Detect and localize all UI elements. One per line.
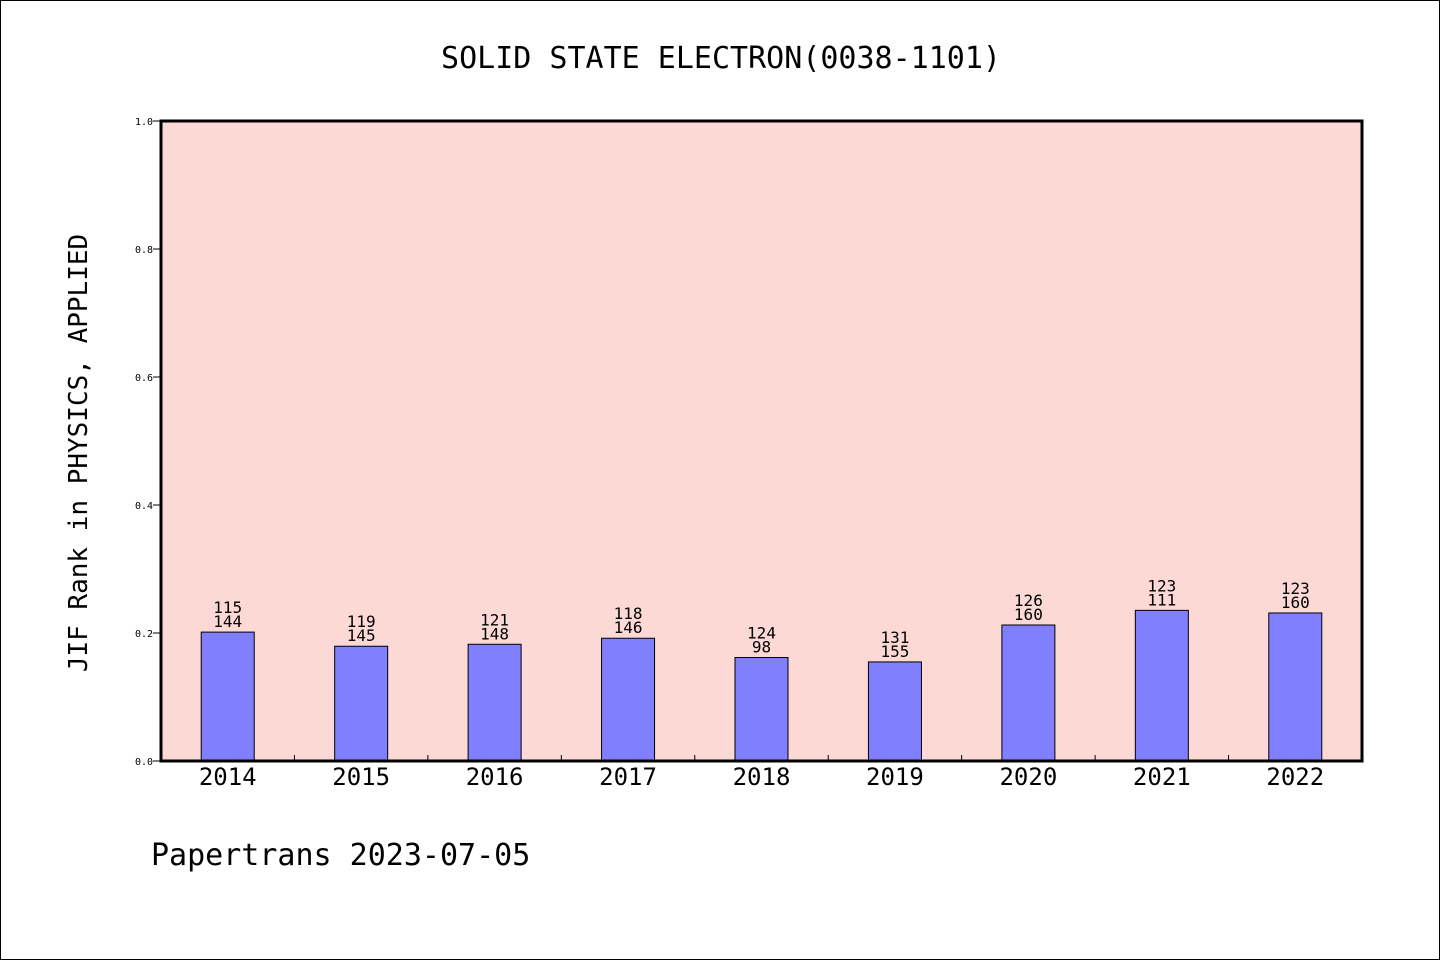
plot-border <box>159 119 1364 763</box>
y-axis-ticks: 0.0 0.2 0.4 0.6 0.8 1.0 <box>135 117 161 768</box>
bar-2020 <box>1001 624 1056 762</box>
x-tick-label: 2021 <box>1133 763 1191 791</box>
bar-label-total: 160 <box>1281 593 1310 612</box>
x-tick-label: 2019 <box>866 763 924 791</box>
bar-label-rank: 118 <box>614 604 643 623</box>
bar-label-total: 160 <box>1014 605 1043 624</box>
bar-label-total: 155 <box>880 642 909 661</box>
bar-label-total: 145 <box>347 626 376 645</box>
bar-label-rank: 115 <box>213 598 242 617</box>
bar-label-rank: 119 <box>347 612 376 631</box>
bar-2015 <box>334 645 389 762</box>
bar-label-total: 148 <box>480 624 509 643</box>
y-tick-label: 0.8 <box>135 245 153 256</box>
bar-label-total: 111 <box>1147 590 1176 609</box>
bar-2019 <box>867 661 922 762</box>
bar-2017 <box>601 637 656 762</box>
bar-label-rank: 123 <box>1147 576 1176 595</box>
bar-label-total: 144 <box>213 612 242 631</box>
footer-text: Papertrans 2023-07-05 <box>151 838 530 873</box>
y-axis-label: JIF Rank in PHYSICS, APPLIED <box>64 234 94 672</box>
y-tick-label: 0.4 <box>135 501 153 512</box>
bar-label-rank: 123 <box>1281 579 1310 598</box>
bar-label-rank: 124 <box>747 624 776 643</box>
x-tick-label: 2020 <box>999 763 1057 791</box>
bar-label-rank: 121 <box>480 610 509 629</box>
y-tick-label: 0.6 <box>135 373 153 384</box>
bar-2018 <box>734 657 789 762</box>
x-axis-ticks: 2014 2015 2016 2017 2018 2019 2020 2021 2022 <box>199 755 1324 791</box>
x-tick-label: 2017 <box>599 763 657 791</box>
bar-label-rank: 131 <box>880 628 909 647</box>
chart-title: SOLID STATE ELECTRON(0038-1101) <box>441 41 1001 76</box>
x-tick-label: 2016 <box>466 763 524 791</box>
bar-label-total: 146 <box>614 618 643 637</box>
bar-2016 <box>467 643 522 762</box>
x-tick-label: 2022 <box>1266 763 1324 791</box>
y-tick-label: 0.2 <box>135 629 153 640</box>
bar-label-total: 98 <box>752 638 771 657</box>
y-tick-label: 0.0 <box>135 757 153 768</box>
bar-2014 <box>200 631 255 762</box>
x-tick-label: 2018 <box>733 763 791 791</box>
x-tick-label: 2015 <box>332 763 390 791</box>
y-tick-label: 1.0 <box>135 117 153 128</box>
bar-2022 <box>1268 612 1323 762</box>
bar-label-rank: 126 <box>1014 591 1043 610</box>
x-tick-label: 2014 <box>199 763 257 791</box>
bars-group <box>200 609 1323 762</box>
bar-2021 <box>1134 609 1189 762</box>
